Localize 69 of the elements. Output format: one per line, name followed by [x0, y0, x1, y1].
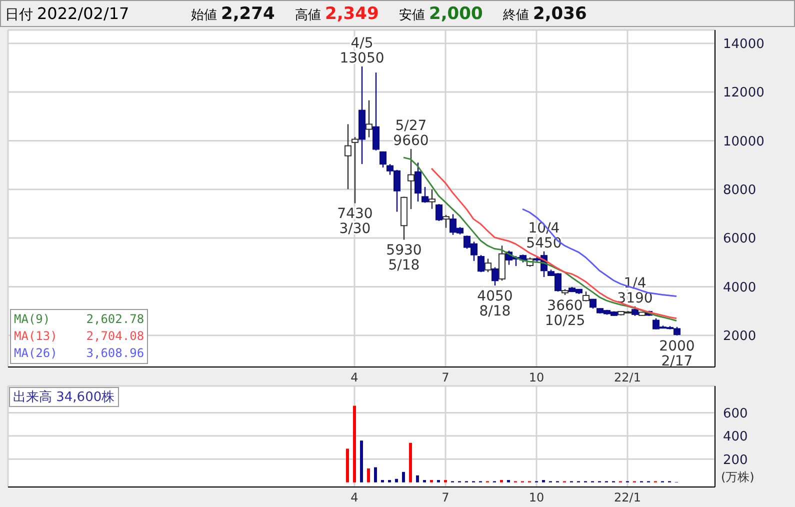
- annotation: 5/18: [388, 258, 420, 274]
- x-tick-label: 7: [442, 370, 450, 385]
- text: 終値 2,036: [503, 4, 587, 24]
- annotation: 10/25: [544, 312, 586, 329]
- chart-title: 日付 2022/02/17: [5, 4, 130, 22]
- x-tick-label: 10: [528, 370, 544, 385]
- y-tick-label: 10000: [723, 134, 764, 150]
- x-tick-label: 10: [528, 490, 544, 505]
- annotation: 2000: [659, 338, 695, 354]
- x-tick-label: 4: [350, 370, 358, 385]
- annotation: 13050: [340, 50, 384, 66]
- bar: [402, 472, 405, 482]
- text: MA(26) 3,608.96: [14, 346, 144, 360]
- candlestick: [428, 188, 436, 210]
- candlestick: [436, 203, 442, 222]
- candlestick: [414, 162, 422, 202]
- y-tick-label: 14000: [723, 37, 764, 52]
- y-tick-label: 6000: [723, 232, 756, 247]
- text: 始値 2,274: [191, 4, 275, 24]
- text: 高値 2,349: [295, 4, 379, 24]
- annotation: 5930: [386, 242, 422, 259]
- x-tick-label: 22/1: [614, 490, 641, 505]
- annotation: 3190: [617, 290, 653, 306]
- y-tick-label: 4000: [723, 280, 756, 296]
- annotation: 8/18: [479, 303, 511, 320]
- chart-title: 出来高 34,600株: [9, 387, 119, 407]
- candlestick: [582, 290, 590, 302]
- bar: [367, 468, 370, 482]
- candlestick: [484, 258, 492, 273]
- candlestick: [372, 72, 380, 152]
- annotation: 5450: [526, 235, 562, 252]
- candlestick: [344, 124, 352, 190]
- candlestick: [366, 100, 372, 138]
- y-tick-label: 200: [723, 452, 748, 468]
- candlestick: [492, 266, 498, 286]
- candlestick: [632, 306, 638, 317]
- annotation: 3660: [547, 298, 583, 314]
- text: MA(9) 2,602.78: [14, 312, 144, 326]
- text: MA(13) 2,704.08: [14, 329, 144, 343]
- bar: [346, 448, 349, 482]
- x-tick-label: 7: [442, 490, 450, 505]
- y-tick-label: 400: [723, 430, 748, 445]
- candlestick: [380, 150, 386, 168]
- candlestick: [352, 136, 358, 204]
- y-tick-label: 8000: [723, 182, 756, 198]
- bar: [353, 406, 356, 482]
- text: 安値 2,000: [399, 4, 483, 24]
- y-tick-label: 600: [723, 406, 748, 422]
- bar: [360, 440, 363, 482]
- x-tick-label: 4: [350, 490, 358, 505]
- bar: [409, 442, 412, 482]
- bar: [416, 475, 419, 482]
- y-tick-label: 2000: [723, 328, 756, 344]
- candlestick: [442, 214, 450, 228]
- annotation: 9660: [393, 132, 429, 149]
- candlestick: [422, 186, 428, 204]
- annotation: 4050: [477, 288, 513, 304]
- candlestick: [408, 148, 414, 210]
- y-tick-label: 12000: [723, 86, 764, 101]
- annotation: 4/5: [350, 36, 374, 52]
- annotation: 3/30: [339, 221, 371, 238]
- y-axis-title: (万株): [721, 469, 754, 486]
- annotation: 5/27: [395, 118, 427, 134]
- bar: [395, 478, 398, 482]
- annotation: 2/17: [661, 353, 693, 370]
- x-tick-label: 22/1: [614, 370, 641, 385]
- bar: [374, 467, 377, 482]
- candlestick: [478, 254, 484, 273]
- annotation: 7430: [337, 206, 373, 222]
